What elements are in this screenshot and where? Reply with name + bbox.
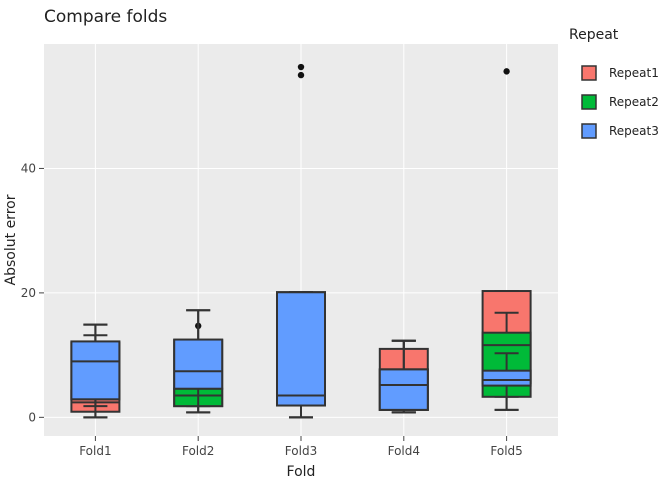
outlier-point [297, 71, 305, 79]
legend-swatch [581, 65, 597, 81]
box-repeat3-fold3 [276, 291, 326, 419]
legend: Repeat Repeat1 Repeat2 Repeat3 [569, 27, 659, 139]
y-axis-title: Absolut error [3, 194, 19, 285]
box-body [378, 368, 429, 411]
legend-swatch [581, 123, 597, 139]
x-axis-title: Fold [287, 464, 316, 480]
boxes-layer [70, 63, 532, 419]
axis-layer: 0 20 40 Fold1 Fold2 Fold3 Fold4 Fold5 [21, 161, 523, 458]
box-body [70, 340, 121, 401]
box-repeat3-fold2 [173, 309, 224, 414]
x-tick-label: Fold1 [79, 444, 111, 458]
x-tick-label: Fold4 [388, 444, 420, 458]
box-body [481, 369, 532, 387]
legend-item-repeat2: Repeat2 [581, 94, 659, 110]
chart-title: Compare folds [44, 7, 167, 27]
legend-title: Repeat [569, 27, 619, 43]
legend-label: Repeat1 [609, 66, 659, 80]
legend-item-repeat3: Repeat3 [581, 123, 659, 139]
outlier-point [297, 63, 305, 71]
box-body [276, 291, 326, 407]
x-tick-label: Fold5 [490, 444, 522, 458]
x-tick-label: Fold3 [285, 444, 317, 458]
y-tick-label: 0 [28, 410, 36, 424]
legend-swatch [581, 94, 597, 110]
box-repeat3-fold4 [378, 339, 429, 414]
box-body [173, 338, 224, 390]
box-repeat3-fold5 [481, 352, 532, 411]
legend-label: Repeat2 [609, 95, 659, 109]
legend-label: Repeat3 [609, 124, 659, 138]
box-repeat3-fold1 [70, 323, 121, 419]
x-tick-label: Fold2 [182, 444, 214, 458]
outlier-point [503, 68, 510, 75]
y-tick-label: 20 [21, 286, 36, 300]
y-tick-label: 40 [21, 161, 36, 175]
legend-item-repeat1: Repeat1 [581, 65, 659, 81]
